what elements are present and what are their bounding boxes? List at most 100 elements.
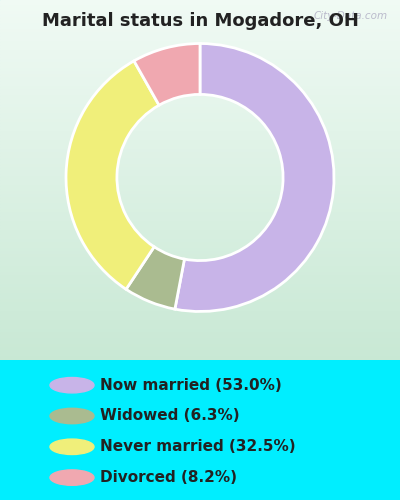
Bar bbox=[0, 234, 400, 237]
Bar bbox=[0, 147, 400, 150]
Bar bbox=[0, 84, 400, 87]
Bar bbox=[0, 141, 400, 144]
Bar bbox=[0, 285, 400, 288]
Text: Marital status in Mogadore, OH: Marital status in Mogadore, OH bbox=[42, 12, 358, 30]
Bar bbox=[0, 246, 400, 249]
Bar bbox=[0, 264, 400, 267]
Bar bbox=[0, 81, 400, 84]
Bar bbox=[0, 180, 400, 183]
Bar bbox=[0, 216, 400, 219]
Bar bbox=[0, 354, 400, 357]
Bar bbox=[0, 36, 400, 39]
Bar bbox=[0, 90, 400, 93]
Bar bbox=[0, 222, 400, 225]
Bar bbox=[0, 204, 400, 207]
Bar bbox=[0, 327, 400, 330]
Bar bbox=[0, 294, 400, 297]
Circle shape bbox=[50, 378, 94, 393]
Bar bbox=[0, 108, 400, 111]
Bar bbox=[0, 114, 400, 117]
Circle shape bbox=[50, 408, 94, 424]
Bar bbox=[0, 267, 400, 270]
Bar bbox=[0, 48, 400, 51]
Bar bbox=[0, 174, 400, 177]
Bar bbox=[0, 162, 400, 165]
Bar bbox=[0, 159, 400, 162]
Bar bbox=[0, 63, 400, 66]
Bar bbox=[0, 96, 400, 99]
Bar bbox=[0, 33, 400, 36]
Bar bbox=[0, 282, 400, 285]
Bar bbox=[0, 279, 400, 282]
Bar bbox=[0, 321, 400, 324]
Bar bbox=[0, 24, 400, 27]
Bar bbox=[0, 177, 400, 180]
Bar bbox=[0, 105, 400, 108]
Bar bbox=[0, 42, 400, 45]
Bar bbox=[0, 255, 400, 258]
Bar bbox=[0, 165, 400, 168]
Bar bbox=[0, 189, 400, 192]
Bar bbox=[0, 69, 400, 72]
Bar bbox=[0, 123, 400, 126]
Bar bbox=[0, 57, 400, 60]
Bar bbox=[0, 240, 400, 243]
Bar bbox=[0, 117, 400, 120]
Bar bbox=[0, 258, 400, 261]
Bar bbox=[0, 99, 400, 102]
Bar bbox=[0, 324, 400, 327]
Bar bbox=[0, 18, 400, 21]
Bar bbox=[0, 195, 400, 198]
Bar bbox=[0, 15, 400, 18]
Bar bbox=[0, 129, 400, 132]
Bar bbox=[0, 87, 400, 90]
Bar bbox=[0, 12, 400, 15]
Bar bbox=[0, 66, 400, 69]
Bar bbox=[0, 201, 400, 204]
Bar bbox=[0, 288, 400, 291]
Bar bbox=[0, 30, 400, 33]
Bar bbox=[0, 156, 400, 159]
Bar bbox=[0, 342, 400, 345]
Bar bbox=[0, 78, 400, 81]
Bar bbox=[0, 186, 400, 189]
Bar bbox=[0, 270, 400, 273]
Text: Divorced (8.2%): Divorced (8.2%) bbox=[100, 470, 237, 485]
Bar bbox=[0, 192, 400, 195]
Text: Never married (32.5%): Never married (32.5%) bbox=[100, 440, 296, 454]
Text: City-Data.com: City-Data.com bbox=[314, 11, 388, 21]
Bar bbox=[0, 54, 400, 57]
Wedge shape bbox=[175, 44, 334, 312]
Bar bbox=[0, 171, 400, 174]
Bar bbox=[0, 219, 400, 222]
Bar bbox=[0, 9, 400, 12]
Circle shape bbox=[50, 470, 94, 486]
Bar bbox=[0, 213, 400, 216]
Bar bbox=[0, 237, 400, 240]
Bar bbox=[0, 21, 400, 24]
Wedge shape bbox=[134, 44, 200, 105]
Bar bbox=[0, 150, 400, 153]
Bar bbox=[0, 72, 400, 75]
Bar bbox=[0, 261, 400, 264]
Bar bbox=[0, 102, 400, 105]
Bar bbox=[0, 27, 400, 30]
Bar bbox=[0, 126, 400, 129]
Bar bbox=[0, 138, 400, 141]
Bar bbox=[0, 231, 400, 234]
Bar bbox=[0, 306, 400, 309]
Bar bbox=[0, 183, 400, 186]
Bar bbox=[0, 345, 400, 348]
Bar bbox=[0, 300, 400, 303]
Bar bbox=[0, 318, 400, 321]
Bar bbox=[0, 153, 400, 156]
Bar bbox=[0, 168, 400, 171]
Bar bbox=[0, 228, 400, 231]
Bar bbox=[0, 276, 400, 279]
Bar bbox=[0, 291, 400, 294]
Bar bbox=[0, 6, 400, 9]
Bar bbox=[0, 210, 400, 213]
Bar bbox=[0, 135, 400, 138]
Bar bbox=[0, 303, 400, 306]
Bar bbox=[0, 252, 400, 255]
